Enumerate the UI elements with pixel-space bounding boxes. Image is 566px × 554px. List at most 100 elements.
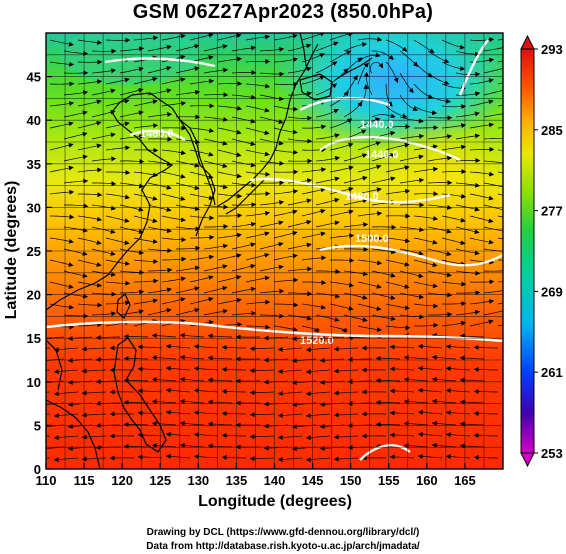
x-tick-label: 115: [74, 473, 95, 488]
streamline: [399, 248, 424, 256]
streamline: [249, 434, 275, 440]
streamline: [119, 66, 144, 74]
streamline: [179, 398, 205, 404]
streamline: [302, 280, 327, 286]
streamline: [413, 237, 438, 245]
streamline: [231, 242, 256, 250]
streamline: [277, 368, 303, 374]
streamline: [165, 387, 191, 393]
streamline: [165, 453, 191, 459]
streamline: [63, 248, 88, 256]
streamline: [203, 116, 229, 122]
streamline: [217, 105, 243, 111]
streamline: [105, 98, 130, 107]
streamline: [49, 189, 75, 195]
streamline: [217, 149, 242, 158]
streamline: [231, 45, 257, 52]
contour-label-5: 1440.0: [365, 149, 399, 161]
x-tick-label: 135: [226, 473, 248, 488]
streamline: [497, 281, 503, 283]
streamline: [469, 37, 495, 43]
streamline: [403, 443, 429, 449]
streamline: [483, 308, 503, 316]
streamline: [343, 41, 368, 52]
streamline: [147, 204, 172, 212]
streamline: [231, 221, 257, 228]
streamline: [403, 355, 429, 361]
streamline: [357, 141, 382, 151]
streamline: [277, 390, 303, 396]
streamline: [161, 171, 186, 179]
streamline: [375, 355, 401, 361]
streamline: [343, 101, 363, 118]
streamline: [455, 91, 481, 97]
streamline: [385, 124, 411, 130]
streamline: [483, 270, 503, 272]
streamline: [371, 314, 396, 322]
streamline: [179, 442, 205, 448]
streamline: [497, 104, 503, 107]
streamline: [105, 193, 131, 200]
streamline: [483, 137, 503, 140]
x-tick-label: 165: [454, 473, 476, 488]
streamline: [455, 290, 481, 296]
streamline: [50, 214, 75, 220]
streamline: [483, 288, 503, 294]
streamline: [427, 115, 453, 121]
streamline: [207, 399, 233, 405]
streamline: [329, 209, 354, 217]
streamline: [273, 209, 298, 217]
streamline: [105, 121, 130, 129]
streamline: [221, 432, 246, 438]
streamline: [49, 281, 74, 289]
streamline: [469, 319, 494, 327]
streamline: [49, 39, 74, 47]
streamline: [389, 432, 415, 438]
streamline: [49, 237, 74, 244]
streamline: [333, 412, 359, 418]
streamline: [385, 165, 410, 173]
streamline: [77, 302, 103, 308]
streamline: [329, 90, 349, 107]
streamline: [315, 314, 340, 322]
streamline: [175, 286, 200, 294]
streamline: [371, 292, 396, 300]
streamline: [151, 421, 177, 427]
streamline: [469, 171, 495, 177]
streamline: [63, 131, 88, 140]
streamline: [414, 322, 439, 328]
streamline: [315, 176, 340, 184]
streamline: [189, 149, 214, 157]
streamline: [245, 211, 271, 217]
streamline: [455, 157, 481, 163]
streamline: [469, 298, 495, 305]
streamline: [330, 257, 355, 263]
streamline: [165, 365, 191, 371]
colorbar-tick-label: 253: [541, 446, 563, 461]
streamline: [455, 111, 480, 118]
streamline: [63, 110, 88, 118]
streamline: [105, 237, 130, 246]
streamline: [133, 237, 158, 244]
streamline: [203, 204, 229, 210]
streamline: [315, 155, 341, 162]
streamline: [483, 111, 503, 118]
streamline: [417, 453, 443, 459]
streamline: [53, 347, 79, 353]
streamline: [53, 369, 79, 375]
streamline: [399, 133, 425, 140]
streamline: [427, 50, 450, 64]
streamline: [413, 83, 434, 99]
streamline: [123, 333, 149, 339]
streamline: [207, 333, 233, 339]
streamline: [231, 263, 256, 272]
streamline: [203, 67, 229, 74]
streamline: [497, 193, 503, 196]
streamline: [389, 388, 415, 394]
streamline: [273, 105, 299, 112]
streamline: [315, 133, 340, 140]
streamline: [137, 388, 163, 394]
streamline: [245, 127, 270, 136]
x-tick-label: 145: [302, 473, 324, 488]
streamline: [329, 118, 353, 129]
